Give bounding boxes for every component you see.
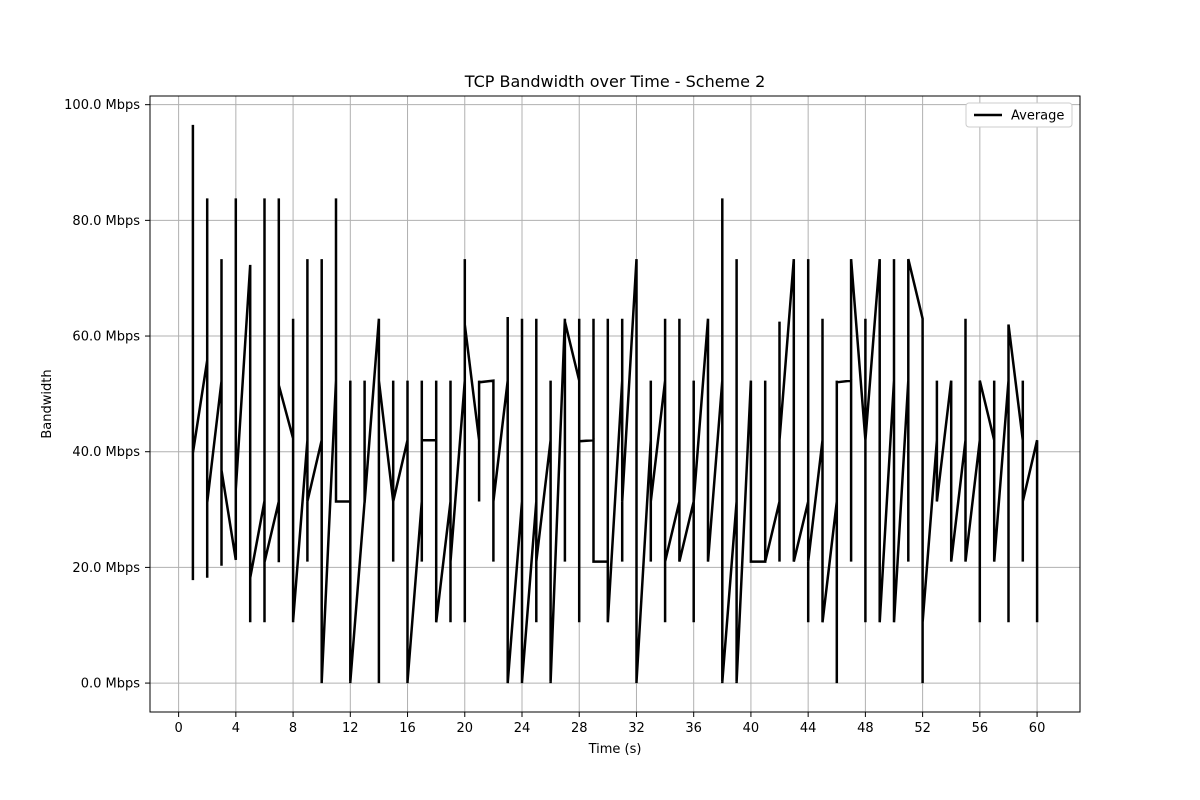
x-axis-label: Time (s) [588, 742, 642, 757]
plot-frame [149, 95, 1081, 713]
x-tick-label: 60 [1029, 721, 1046, 736]
y-axis-label: Bandwidth [40, 369, 55, 438]
legend-box [965, 102, 1073, 128]
x-tick-label: 20 [456, 721, 473, 736]
series-layer [191, 124, 1039, 684]
x-tick-label: 8 [289, 721, 297, 736]
x-tick-label: 40 [743, 721, 760, 736]
chart-title: TCP Bandwidth over Time - Scheme 2 [464, 72, 766, 91]
x-tick-label: 12 [342, 721, 359, 736]
axis-ticks: 0 4 8 12 16 20 24 28 32 36 40 44 48 52 56 600.0 Mbps20.… [64, 98, 1045, 736]
y-tick-label: 40.0 Mbps [72, 445, 140, 460]
x-tick-label: 24 [514, 721, 531, 736]
y-tick-label: 80.0 Mbps [72, 214, 140, 229]
x-tick-label: 36 [685, 721, 702, 736]
series-line-average [191, 124, 1039, 684]
x-tick-label: 16 [399, 721, 416, 736]
y-tick-label: 60.0 Mbps [72, 330, 140, 345]
y-tick-label: 20.0 Mbps [72, 561, 140, 576]
x-tick-label: 52 [914, 721, 931, 736]
x-tick-label: 56 [972, 721, 989, 736]
x-tick-label: 4 [232, 721, 240, 736]
legend-entry-average: Average [1011, 109, 1064, 124]
legend: Average [965, 102, 1073, 128]
y-tick-label: 100.0 Mbps [64, 98, 140, 113]
y-tick-label: 0.0 Mbps [81, 677, 141, 692]
x-tick-label: 0 [174, 721, 182, 736]
x-tick-label: 44 [800, 721, 817, 736]
x-tick-label: 32 [628, 721, 645, 736]
x-tick-label: 28 [571, 721, 588, 736]
x-tick-label: 48 [857, 721, 874, 736]
